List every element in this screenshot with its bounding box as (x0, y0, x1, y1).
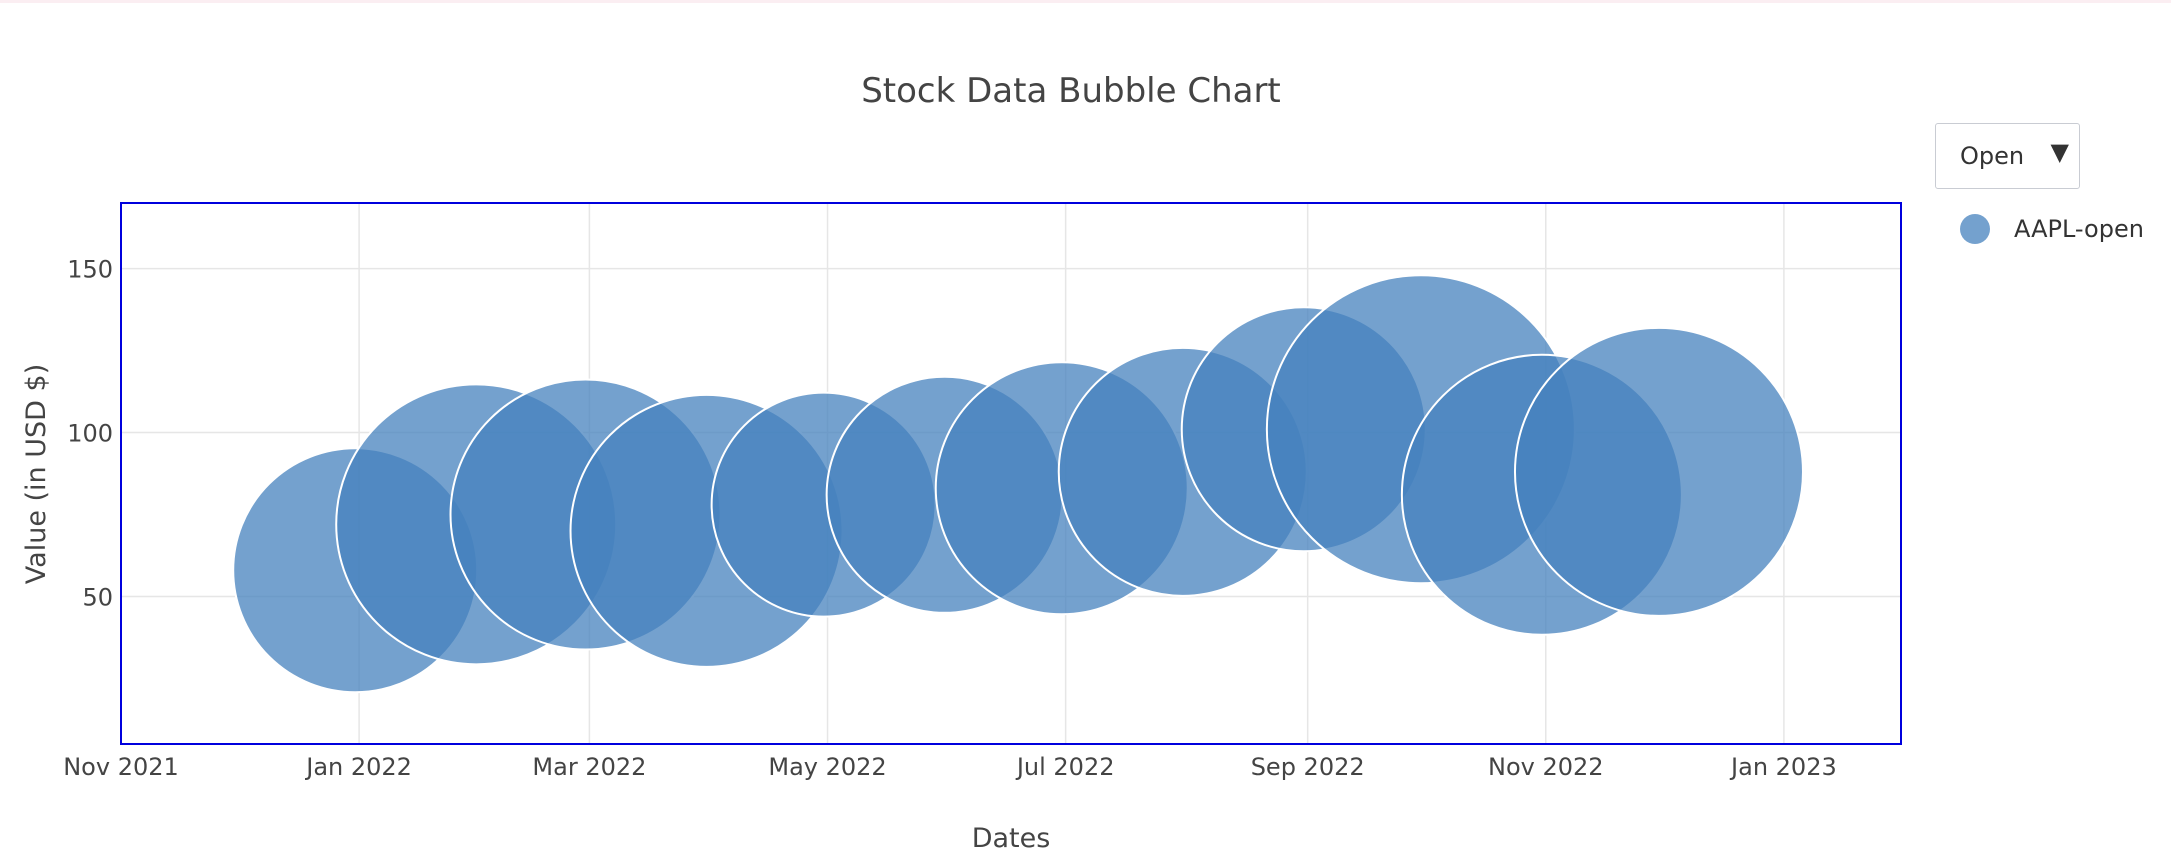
x-tick-label: Jul 2022 (1015, 753, 1115, 781)
y-tick-label: 50 (82, 583, 113, 611)
y-tick-label: 150 (67, 256, 113, 284)
dropdown-selected-value: Open (1960, 142, 2025, 170)
x-tick-label: Mar 2022 (532, 753, 646, 781)
bubble-point[interactable] (1513, 326, 1804, 617)
metric-dropdown[interactable]: Open ▼ (1935, 123, 2080, 189)
x-tick-label: Sep 2022 (1251, 753, 1365, 781)
y-axis-label: Value (in USD $) (21, 364, 52, 584)
plot-area-frame (120, 202, 1902, 745)
chart-title: Stock Data Bubble Chart (861, 71, 1281, 111)
top-border (0, 0, 2171, 3)
bubbles (232, 274, 1804, 694)
x-axis-label: Dates (972, 823, 1051, 854)
x-tick-label: Nov 2022 (1488, 753, 1604, 781)
x-axis-ticks: Nov 2021 Jan 2022 Mar 2022 May 2022 Jul 2022… (63, 753, 1837, 781)
y-tick-label: 100 (67, 420, 113, 448)
legend[interactable]: AAPL-open (1960, 214, 2144, 244)
legend-marker-icon (1960, 214, 1990, 244)
x-tick-label: Nov 2021 (63, 753, 179, 781)
x-tick-label: Jan 2023 (1729, 753, 1837, 781)
x-tick-label: Jan 2022 (304, 753, 412, 781)
y-axis-ticks: 50 100 150 (67, 256, 113, 612)
legend-label: AAPL-open (2014, 215, 2144, 243)
dropdown-arrow-icon: ▼ (2050, 138, 2069, 166)
x-tick-label: May 2022 (768, 753, 886, 781)
